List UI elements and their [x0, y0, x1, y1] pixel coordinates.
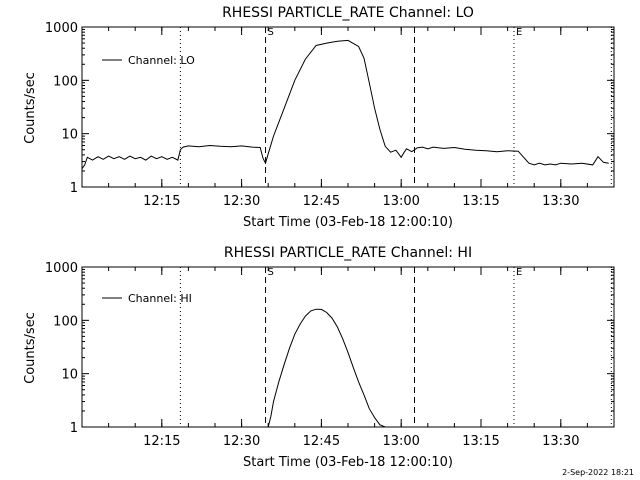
lo-x-tick-label: 12:15	[143, 194, 180, 209]
lo-channel-panel: RHESSI PARTICLE_RATE Channel: LO Start T…	[23, 5, 615, 230]
lo-legend-label: Channel: LO	[128, 54, 195, 67]
lo-y-tick-label: 100	[53, 74, 78, 89]
lo-y-tick-label: 10	[61, 128, 78, 143]
lo-x-tick-label: 12:45	[303, 194, 340, 209]
lo-y-tick-label: 1000	[45, 21, 78, 36]
hi-y-axis-label: Counts/sec	[23, 312, 38, 384]
lo-marker-label: S	[268, 27, 274, 38]
lo-chart-title: RHESSI PARTICLE_RATE Channel: LO	[222, 5, 474, 21]
hi-x-tick-label: 12:30	[223, 434, 260, 449]
hi-x-tick-label: 12:15	[143, 434, 180, 449]
hi-y-tick-label: 1	[70, 421, 78, 436]
lo-x-tick-label: 13:00	[382, 194, 419, 209]
hi-x-tick-label: 13:00	[382, 434, 419, 449]
lo-x-tick-label: 13:30	[542, 194, 579, 209]
hi-x-tick-label: 12:45	[303, 434, 340, 449]
hi-y-tick-label: 1000	[45, 261, 78, 276]
hi-legend-label: Channel: HI	[128, 292, 192, 305]
hi-series-line	[267, 308, 386, 428]
lo-x-tick-label: 13:15	[462, 194, 499, 209]
hi-channel-panel: RHESSI PARTICLE_RATE Channel: HI Start T…	[23, 245, 615, 470]
hi-y-tick-label: 10	[61, 368, 78, 383]
hi-x-axis-label: Start Time (03-Feb-18 12:00:10)	[243, 455, 453, 470]
lo-y-tick-label: 1	[70, 181, 78, 196]
lo-x-axis-label: Start Time (03-Feb-18 12:00:10)	[243, 215, 453, 230]
hi-marker-label: S	[268, 267, 274, 278]
lo-marker-label: E	[516, 27, 522, 38]
hi-x-tick-label: 13:30	[542, 434, 579, 449]
footer-timestamp: 2-Sep-2022 18:21	[562, 468, 634, 477]
lo-y-axis-label: Counts/sec	[23, 72, 38, 144]
hi-x-tick-label: 13:15	[462, 434, 499, 449]
hi-chart-title: RHESSI PARTICLE_RATE Channel: HI	[224, 245, 472, 261]
lo-series-line	[81, 39, 609, 169]
hi-marker-label: E	[516, 267, 522, 278]
lo-x-tick-label: 12:30	[223, 194, 260, 209]
hi-y-tick-label: 100	[53, 314, 78, 329]
